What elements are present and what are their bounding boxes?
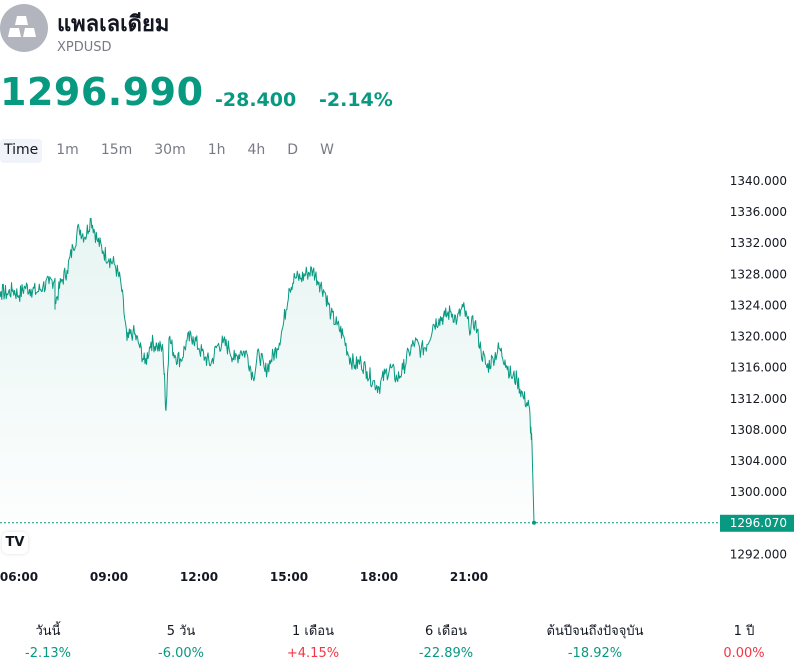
- x-axis-tick-label: 18:00: [360, 570, 398, 584]
- tab-4h[interactable]: 4h: [247, 142, 266, 158]
- y-axis-tick-label: 1300.000: [730, 485, 787, 499]
- last-price-dot: [532, 520, 536, 525]
- stat-value: -6.00%: [158, 646, 204, 661]
- stat-label: 1 เดือน: [292, 624, 334, 639]
- tab-1m[interactable]: 1m: [56, 142, 79, 158]
- stat-label: ต้นปีจนถึงปัจจุบัน: [546, 624, 644, 639]
- price-row: 1296.990 -28.400 -2.14%: [0, 70, 800, 120]
- stat-today[interactable]: วันนี้ -2.13%: [0, 620, 108, 661]
- y-axis-tick-label: 1312.000: [730, 392, 787, 406]
- instrument-title: แพลเลเดียม: [57, 12, 170, 37]
- last-price-badge-label: 1296.070: [730, 516, 787, 530]
- price-chart[interactable]: 1340.000 1336.000 1332.000 1328.000 1324.000…: [0, 165, 800, 595]
- stat-6-month[interactable]: 6 เดือน -22.89%: [386, 620, 506, 661]
- performance-stats: วันนี้ -2.13% 5 วัน -6.00% 1 เดือน +4.15…: [0, 620, 800, 664]
- stat-5-day[interactable]: 5 วัน -6.00%: [121, 620, 241, 661]
- y-axis-tick-label: 1316.000: [730, 361, 787, 375]
- stat-label: 6 เดือน: [425, 624, 467, 639]
- x-axis-tick-label: 15:00: [270, 570, 308, 584]
- x-axis-tick-label: 06:00: [0, 570, 38, 584]
- stat-label: 1 ปี: [733, 624, 755, 639]
- stat-value: -18.92%: [567, 646, 623, 661]
- tab-30m[interactable]: 30m: [154, 142, 186, 158]
- stat-label: วันนี้: [35, 624, 61, 639]
- last-price-badge: [720, 514, 794, 532]
- x-axis-tick-label: 09:00: [90, 570, 128, 584]
- price-area-fill: [0, 218, 534, 523]
- tradingview-watermark: TV: [2, 532, 28, 554]
- stat-value: -2.13%: [25, 646, 71, 661]
- instrument-symbol: XPDUSD: [57, 40, 112, 55]
- palladium-logo: [0, 4, 48, 52]
- stat-value: +4.15%: [286, 646, 340, 661]
- stat-1-year[interactable]: 1 ปี 0.00%: [684, 620, 800, 661]
- stat-1-month[interactable]: 1 เดือน +4.15%: [253, 620, 373, 661]
- stat-ytd[interactable]: ต้นปีจนถึงปัจจุบัน -18.92%: [515, 620, 675, 661]
- y-axis-tick-label: 1324.000: [730, 298, 787, 312]
- stat-value: -22.89%: [418, 646, 474, 661]
- last-price: 1296.990: [0, 70, 204, 114]
- price-change: -28.400: [215, 89, 297, 111]
- price-chart-svg[interactable]: 1340.000 1336.000 1332.000 1328.000 1324.000…: [0, 165, 800, 595]
- y-axis-tick-label: 1292.000: [730, 547, 787, 561]
- price-change-percent: -2.14%: [319, 89, 393, 111]
- y-axis-tick-label: 1320.000: [730, 330, 787, 344]
- y-axis-tick-label: 1308.000: [730, 423, 787, 437]
- tab-d[interactable]: D: [287, 142, 299, 158]
- x-axis-tick-label: 12:00: [180, 570, 218, 584]
- tab-w[interactable]: W: [320, 142, 334, 158]
- stat-value: 0.00%: [723, 646, 765, 661]
- y-axis-tick-label: 1336.000: [730, 205, 787, 219]
- metal-bars-icon: [8, 16, 36, 37]
- y-axis-tick-label: 1332.000: [730, 236, 787, 250]
- y-axis-tick-label: 1340.000: [730, 174, 787, 188]
- y-axis-tick-label: 1328.000: [730, 267, 787, 281]
- x-axis-tick-label: 21:00: [450, 570, 488, 584]
- tab-1h[interactable]: 1h: [207, 142, 226, 158]
- tab-15m[interactable]: 15m: [100, 142, 133, 158]
- interval-tabs: Time 1m 15m 30m 1h 4h D W: [0, 139, 356, 163]
- symbol-header: แพลเลเดียม XPDUSD: [0, 0, 800, 70]
- tab-time[interactable]: Time: [0, 139, 43, 163]
- stat-label: 5 วัน: [166, 624, 196, 639]
- y-axis-tick-label: 1304.000: [730, 454, 787, 468]
- price-series-line[interactable]: [0, 217, 535, 523]
